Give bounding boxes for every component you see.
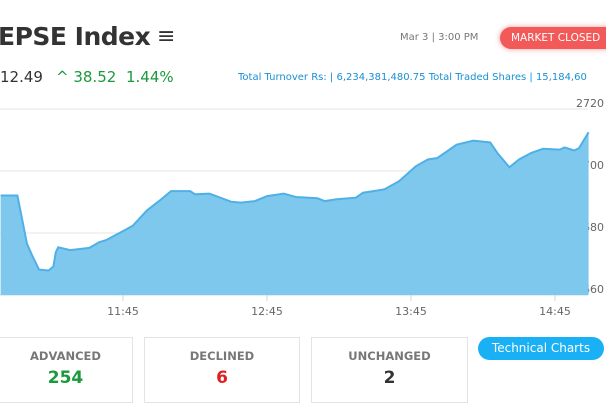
unchanged-label: UNCHANGED bbox=[348, 349, 431, 363]
turnover-summary: Total Turnover Rs: | 6,234,381,480.75 To… bbox=[238, 72, 587, 83]
x-tick-label: 12:45 bbox=[251, 305, 283, 318]
advanced-box: ADVANCED 254 bbox=[0, 337, 133, 403]
index-change: ^ 38.52 bbox=[56, 68, 117, 86]
page-title: EPSE Index bbox=[0, 22, 151, 51]
market-date: Mar 3 | 3:00 PM bbox=[400, 32, 479, 43]
series-line bbox=[0, 131, 590, 272]
x-tick-label: 13:45 bbox=[395, 305, 427, 318]
advanced-value: 254 bbox=[47, 368, 84, 388]
unchanged-value: 2 bbox=[383, 368, 396, 388]
y-tick-label: 2720 bbox=[576, 97, 604, 110]
declined-box: DECLINED 6 bbox=[144, 337, 300, 403]
unchanged-box: UNCHANGED 2 bbox=[311, 337, 468, 403]
index-value: 12.49 bbox=[0, 68, 43, 86]
hamburger-icon[interactable]: ≡ bbox=[157, 24, 176, 49]
x-tick-label: 14:45 bbox=[539, 305, 571, 318]
index-percent-change: 1.44% bbox=[126, 68, 174, 86]
market-status-badge: MARKET CLOSED bbox=[500, 27, 606, 49]
declined-value: 6 bbox=[216, 368, 228, 388]
technical-charts-button[interactable]: Technical Charts bbox=[478, 337, 604, 360]
area-fill bbox=[0, 132, 589, 295]
x-tick-label: 11:45 bbox=[107, 305, 139, 318]
declined-label: DECLINED bbox=[189, 349, 255, 363]
advanced-label: ADVANCED bbox=[30, 349, 101, 363]
